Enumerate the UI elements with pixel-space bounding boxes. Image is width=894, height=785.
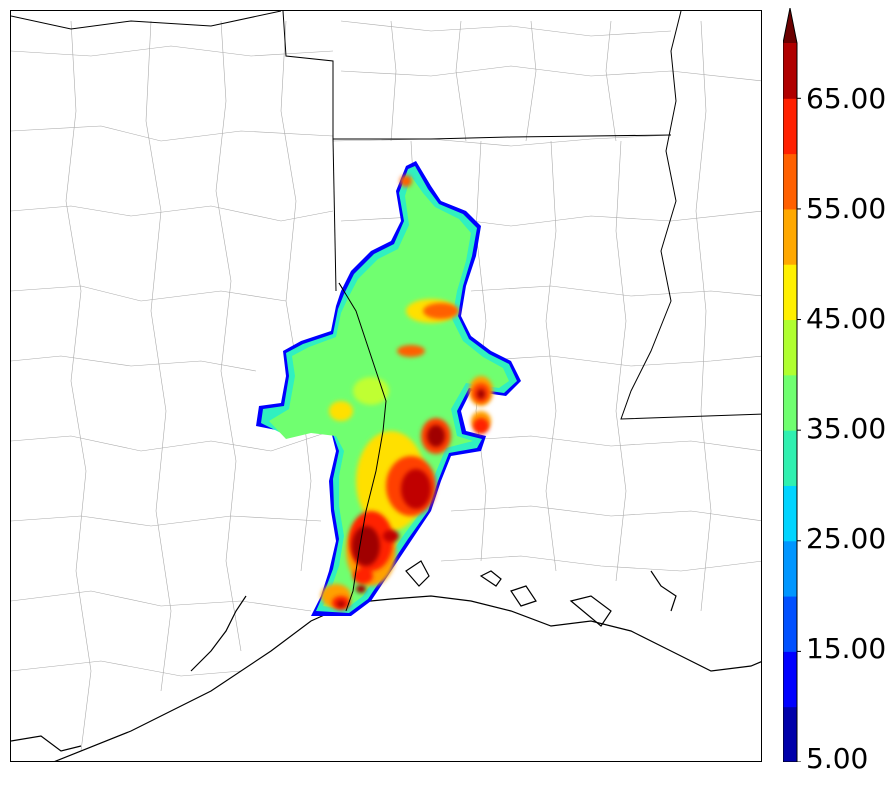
state-lines xyxy=(11,11,761,420)
coastline xyxy=(11,560,761,761)
state-line-overlay xyxy=(338,282,387,612)
colorbar-segment xyxy=(783,374,797,431)
colorbar-label-15: 15.00 xyxy=(806,632,887,665)
colorbar-segment xyxy=(783,319,797,376)
colorbar-segment xyxy=(783,706,797,762)
colorbar-outline xyxy=(783,8,798,762)
colorbar-label-55: 55.00 xyxy=(806,192,887,225)
colorbar-segment xyxy=(783,485,797,542)
county-lines xyxy=(11,20,761,752)
colorbar xyxy=(783,8,801,762)
colorbar-segment xyxy=(783,208,797,265)
colorbar-label-45: 45.00 xyxy=(806,302,887,335)
colorbar-segment xyxy=(783,540,797,597)
colorbar-segment xyxy=(783,43,797,99)
map-panel xyxy=(10,10,762,762)
colorbar-segment xyxy=(783,264,797,321)
colorbar-label-65: 65.00 xyxy=(806,82,887,115)
map-canvas xyxy=(11,11,761,761)
field-fill-green xyxy=(269,176,509,609)
precip-field xyxy=(256,161,521,616)
colorbar-segment xyxy=(783,98,797,155)
colorbar-segment xyxy=(783,430,797,486)
colorbar-extend-arrow xyxy=(783,8,797,43)
colorbar-label-35: 35.00 xyxy=(806,412,887,445)
colorbar-label-25: 25.00 xyxy=(806,522,887,555)
colorbar-label-5: 5.00 xyxy=(806,742,869,775)
colorbar-segment xyxy=(783,651,797,708)
colorbar-segment xyxy=(783,596,797,652)
colorbar-segment xyxy=(783,153,797,210)
